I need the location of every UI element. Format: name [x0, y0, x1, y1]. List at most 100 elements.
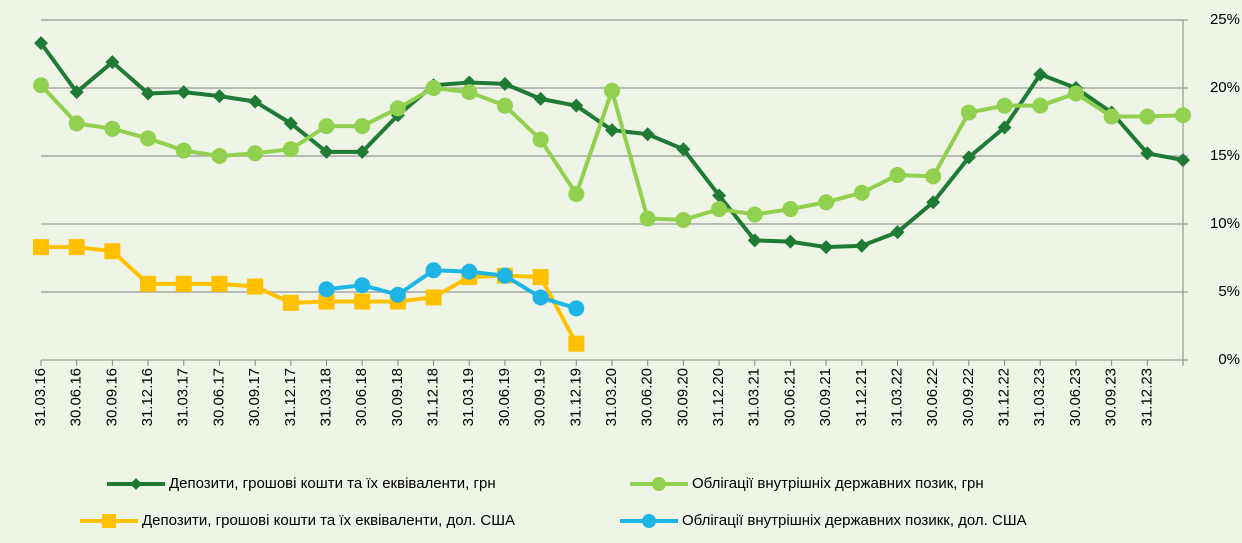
marker — [1033, 67, 1048, 82]
marker — [461, 84, 478, 101]
marker — [354, 118, 371, 135]
x-tick-label: 31.12.20 — [710, 368, 727, 426]
marker — [496, 97, 513, 114]
marker — [140, 275, 157, 292]
marker — [818, 194, 835, 211]
x-tick-label: 31.12.16 — [139, 368, 156, 426]
x-tick-label: 31.03.18 — [317, 368, 334, 426]
marker — [568, 300, 585, 317]
marker — [461, 263, 478, 280]
x-tick-label: 31.03.19 — [460, 368, 477, 426]
x-tick-label: 31.03.21 — [746, 368, 763, 426]
marker — [746, 206, 763, 223]
x-tick-label: 30.09.22 — [960, 368, 977, 426]
marker — [69, 85, 84, 100]
marker — [175, 142, 192, 159]
marker — [605, 123, 619, 138]
legend-marker — [130, 478, 142, 490]
x-tick-label: 31.03.23 — [1031, 368, 1048, 426]
marker — [1067, 85, 1084, 102]
x-tick-label: 30.06.20 — [639, 368, 656, 426]
legend-label: Облігації внутрішніх державних позикк, д… — [682, 512, 1027, 529]
marker — [569, 98, 584, 113]
y-tick-label: 15% — [1210, 147, 1240, 164]
marker — [247, 278, 264, 295]
legend-marker — [102, 514, 116, 528]
marker — [997, 120, 1012, 135]
marker — [568, 335, 585, 352]
marker — [819, 240, 834, 255]
x-tick-label: 31.03.20 — [603, 368, 620, 426]
marker — [676, 142, 691, 157]
marker — [68, 115, 85, 132]
x-tick-label: 30.06.23 — [1067, 368, 1084, 426]
marker — [318, 281, 335, 298]
y-tick-label: 25% — [1210, 11, 1240, 28]
marker — [425, 289, 442, 306]
marker — [568, 186, 585, 203]
marker — [854, 238, 869, 253]
marker — [176, 85, 191, 100]
marker — [926, 195, 941, 210]
marker — [640, 127, 655, 142]
marker — [212, 89, 227, 104]
x-tick-label: 30.06.19 — [496, 368, 513, 426]
marker — [604, 82, 620, 99]
y-tick-label: 10% — [1210, 215, 1240, 232]
x-tick-label: 31.12.18 — [425, 368, 442, 426]
marker — [532, 289, 549, 306]
marker — [425, 80, 442, 96]
y-tick-label: 20% — [1210, 79, 1240, 96]
marker — [247, 145, 264, 162]
marker — [211, 275, 228, 292]
legend-label: Депозити, грошові кошти та їх еквівалент… — [169, 475, 496, 492]
marker — [747, 233, 762, 248]
marker — [925, 168, 942, 185]
marker — [1176, 153, 1190, 168]
marker — [354, 277, 371, 294]
marker — [211, 148, 228, 164]
x-tick-label: 30.09.20 — [674, 368, 691, 426]
marker — [853, 184, 870, 201]
x-tick-label: 30.09.19 — [532, 368, 549, 426]
marker — [141, 86, 156, 101]
series-line — [41, 245, 579, 345]
x-tick-label: 30.09.16 — [103, 368, 120, 426]
x-tick-label: 30.09.18 — [389, 368, 406, 426]
marker — [354, 293, 371, 310]
x-tick-label: 30.09.17 — [246, 368, 263, 426]
marker — [104, 243, 121, 260]
marker — [675, 211, 692, 228]
marker — [68, 239, 85, 256]
x-tick-label: 31.12.23 — [1138, 368, 1155, 426]
marker — [318, 293, 335, 310]
x-tick-label: 30.06.18 — [353, 368, 370, 426]
marker — [639, 210, 656, 227]
x-tick-label: 30.06.16 — [68, 368, 85, 426]
marker — [783, 234, 798, 249]
marker — [712, 188, 727, 203]
marker — [1140, 146, 1155, 161]
marker — [782, 201, 799, 218]
marker — [533, 91, 548, 106]
marker — [33, 77, 49, 94]
x-tick-label: 31.12.22 — [996, 368, 1013, 426]
legend-marker — [652, 477, 666, 491]
y-tick-label: 0% — [1218, 351, 1240, 368]
marker — [282, 141, 299, 158]
y-tick-label: 5% — [1218, 283, 1240, 300]
marker — [960, 104, 977, 121]
x-tick-label: 30.09.23 — [1103, 368, 1120, 426]
x-tick-label: 31.03.22 — [888, 368, 905, 426]
marker — [104, 120, 121, 137]
marker — [996, 97, 1013, 114]
marker — [890, 225, 905, 240]
marker — [283, 116, 298, 131]
legend-marker — [642, 514, 656, 528]
marker — [425, 262, 442, 279]
x-tick-label: 31.03.16 — [32, 368, 49, 426]
x-tick-label: 30.06.22 — [924, 368, 941, 426]
series-line — [39, 41, 1184, 250]
x-tick-label: 31.12.17 — [282, 368, 299, 426]
